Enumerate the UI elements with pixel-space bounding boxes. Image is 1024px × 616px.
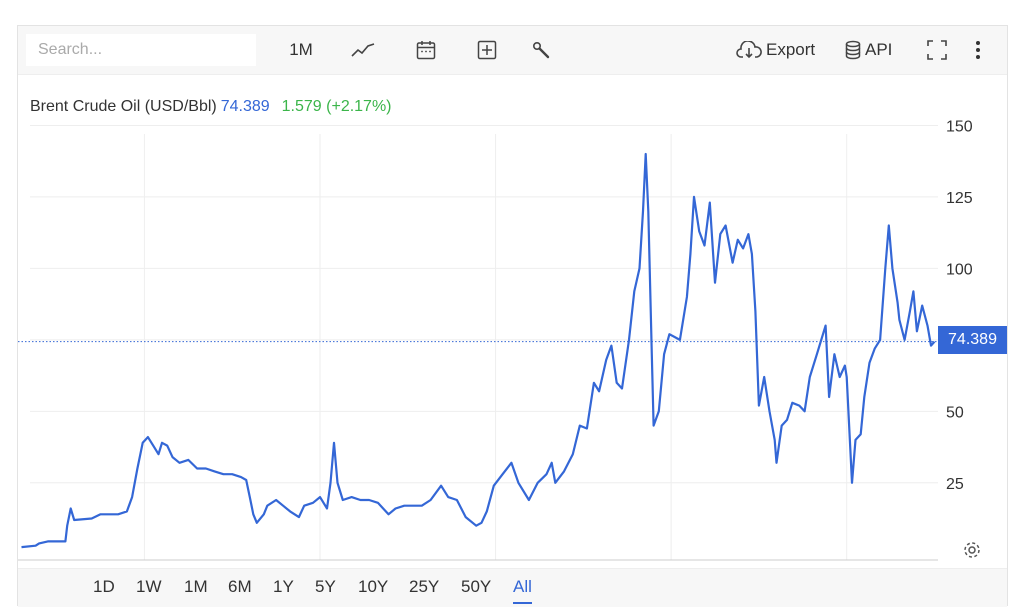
x-tick-label: 2020: [829, 567, 865, 568]
y-tick-label: 100: [946, 261, 973, 278]
range-1y[interactable]: 1Y: [273, 577, 294, 596]
more-vertical-icon: [976, 41, 980, 59]
range-1w[interactable]: 1W: [136, 577, 162, 596]
line-chart-icon: [351, 43, 375, 57]
series-change: 1.579 (+2.17%): [281, 98, 392, 115]
last-price-tag: 74.389: [938, 326, 1007, 354]
interval-button[interactable]: 1M: [289, 40, 313, 59]
toolbar: 1M Export API: [18, 26, 1007, 75]
database-icon: [845, 40, 861, 60]
range-50y[interactable]: 50Y: [461, 577, 492, 596]
tools-button[interactable]: [526, 34, 556, 66]
series-name: Brent Crude Oil (USD/Bbl): [30, 98, 217, 115]
range-25y[interactable]: 25Y: [409, 577, 440, 596]
more-menu-button[interactable]: [968, 34, 988, 66]
plus-box-icon: [477, 40, 497, 60]
fullscreen-button[interactable]: [922, 34, 952, 66]
y-tick-label: 150: [946, 118, 973, 135]
gear-icon: [964, 542, 980, 558]
range-1m[interactable]: 1M: [184, 577, 208, 596]
chart-type-button[interactable]: [347, 34, 379, 66]
y-tick-label: 25: [946, 476, 964, 493]
chart-widget: 1M Export API Brent Crude Oil (USD/Bbl)7…: [17, 25, 1008, 607]
y-tick-label: 125: [946, 190, 973, 207]
wrench-icon: [532, 41, 550, 59]
range-all[interactable]: All: [513, 577, 532, 604]
series-value: 74.389: [220, 98, 270, 115]
x-tick-label: 1990: [302, 567, 338, 568]
x-tick-label: 1980: [127, 567, 163, 568]
price-chart[interactable]: 25 50 100 125 150 1980 1990 2000 2010 2020: [18, 74, 1007, 568]
date-range-button[interactable]: [411, 34, 441, 66]
x-tick-label: 2000: [478, 567, 514, 568]
chart-legend: Brent Crude Oil (USD/Bbl) 74.389 1.579 (+2…: [30, 98, 392, 116]
price-line-series: [21, 152, 936, 549]
range-5y[interactable]: 5Y: [315, 577, 336, 596]
compare-button[interactable]: [472, 34, 502, 66]
fullscreen-icon: [927, 40, 947, 60]
cloud-download-icon: [736, 41, 762, 59]
chart-settings-button[interactable]: [962, 540, 982, 565]
range-10y[interactable]: 10Y: [358, 577, 389, 596]
api-button[interactable]: API: [845, 34, 892, 66]
x-tick-label: 2010: [653, 567, 689, 568]
range-selector: 1D 1W 1M 6M 1Y 5Y 10Y 25Y 50Y All: [18, 568, 1007, 607]
export-button[interactable]: Export: [736, 34, 815, 66]
y-tick-label: 50: [946, 404, 964, 421]
search-input[interactable]: [26, 34, 256, 66]
range-6m[interactable]: 6M: [228, 577, 252, 596]
range-1d[interactable]: 1D: [93, 577, 115, 596]
export-label: Export: [766, 40, 816, 59]
calendar-icon: [416, 41, 436, 60]
api-label: API: [865, 40, 893, 59]
